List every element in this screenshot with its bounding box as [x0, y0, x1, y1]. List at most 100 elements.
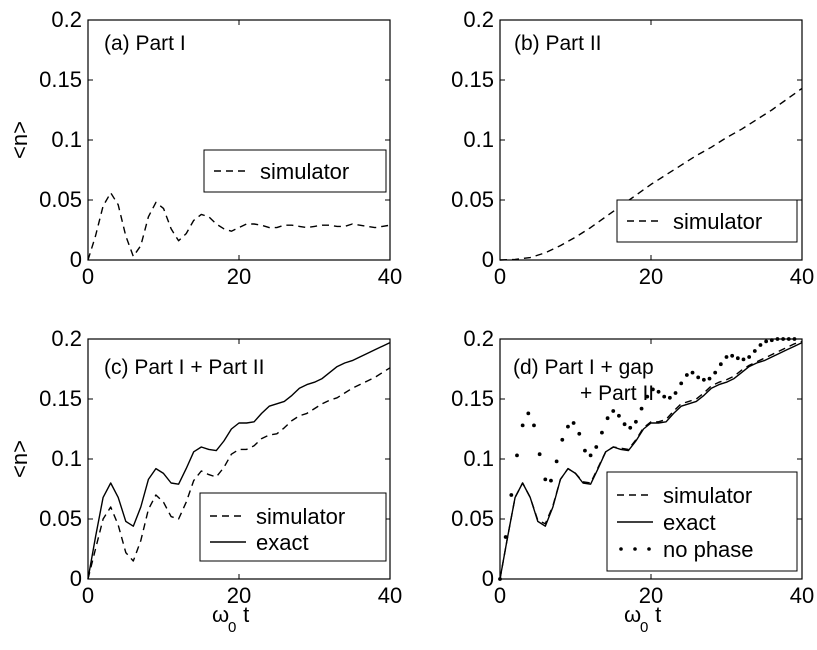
x-tick-label: 40 — [790, 264, 814, 289]
data-point — [600, 430, 604, 435]
data-point — [532, 423, 536, 428]
legend-label-exact: exact — [663, 510, 716, 535]
panel-title: (b) Part II — [514, 32, 602, 55]
x-axis-label-subscript: 0 — [640, 619, 648, 636]
data-point — [628, 425, 633, 430]
data-point — [560, 437, 565, 442]
x-axis-label-omega: ω — [212, 602, 229, 627]
x-tick-label: 0 — [494, 583, 506, 608]
y-tick-label: 0.2 — [463, 7, 494, 32]
data-point — [679, 381, 684, 386]
y-tick-label: 0 — [70, 247, 82, 272]
legend-label-simulator: simulator — [260, 159, 349, 184]
data-point — [549, 478, 553, 483]
x-tick-label: 40 — [378, 583, 402, 608]
x-axis-label-t: t — [237, 602, 249, 627]
x-tick-label: 20 — [639, 583, 663, 608]
data-point — [520, 423, 525, 428]
data-point — [611, 409, 616, 413]
legend-box — [199, 492, 387, 562]
data-point — [645, 394, 650, 399]
series-group — [499, 87, 803, 261]
legend-label-simulator: simulator — [673, 209, 762, 234]
y-ticks: 0 0.05 0.1 0.15 0.2 — [39, 7, 390, 272]
x-tick-label: 20 — [227, 583, 251, 608]
data-point — [656, 389, 661, 394]
data-point — [792, 337, 797, 341]
series-line-exact — [87, 341, 391, 580]
y-tick-label: 0.2 — [463, 326, 494, 351]
panel-b: (b) Part II 0 0.05 0.1 0.15 0.2 0 20 40 simula… — [451, 7, 814, 289]
legend: simulator exact no phase — [606, 471, 798, 572]
legend: simulator — [203, 149, 387, 193]
data-point — [583, 448, 587, 453]
data-point — [566, 424, 570, 429]
panel-c: (c) Part I + Part II 0 0.05 0.1 0.15 0.2 0 20… — [39, 326, 402, 608]
data-point — [690, 370, 695, 375]
legend-label-exact: exact — [256, 530, 309, 555]
data-point — [775, 337, 780, 341]
series-group — [87, 192, 391, 261]
x-tick-label: 0 — [82, 583, 94, 608]
data-point — [724, 355, 729, 359]
legend-label-no-phase: no phase — [663, 537, 754, 562]
data-point — [781, 337, 786, 341]
y-tick-label: 0.05 — [451, 187, 494, 212]
data-point — [673, 391, 678, 395]
data-point — [786, 337, 791, 341]
y-tick-label: 0.2 — [51, 7, 82, 32]
x-ticks: 0 20 40 — [494, 20, 814, 289]
data-point — [769, 338, 774, 343]
x-tick-label: 20 — [227, 264, 251, 289]
data-point — [509, 493, 514, 497]
panel-a: (a) Part I 0 0.05 0.1 0.15 0.2 0 20 40 simulat… — [39, 7, 402, 289]
series-line-simulator — [87, 192, 391, 261]
data-point — [730, 353, 735, 358]
series-line-simulator — [87, 367, 391, 580]
data-point — [571, 421, 576, 425]
legend: simulator — [616, 199, 798, 243]
data-point — [696, 375, 701, 380]
axes-frame — [87, 19, 391, 261]
data-point — [617, 413, 621, 418]
legend-swatch-dot — [619, 547, 623, 551]
panel-title: (c) Part I + Part II — [104, 356, 264, 379]
data-point — [503, 535, 508, 539]
y-tick-label: 0.15 — [451, 386, 494, 411]
y-tick-label: 0.15 — [451, 67, 494, 92]
x-axis-label-omega: ω — [624, 602, 641, 627]
panel-title-line2: + Part II — [580, 382, 654, 405]
data-point — [701, 377, 706, 382]
data-point — [684, 373, 689, 377]
x-axis-label-t: t — [649, 602, 661, 627]
x-ticks: 0 20 40 — [82, 339, 402, 608]
data-point — [747, 355, 752, 359]
data-point — [498, 577, 502, 581]
y-tick-label: 0 — [482, 566, 494, 591]
data-point — [650, 387, 655, 392]
y-tick-label: 0.1 — [463, 127, 494, 152]
data-point — [515, 453, 519, 458]
legend-box — [616, 199, 798, 243]
data-point — [594, 445, 599, 449]
series-no-phase — [498, 337, 797, 581]
data-point — [707, 376, 712, 381]
data-point — [622, 422, 627, 427]
data-point — [752, 349, 757, 353]
data-point — [543, 477, 548, 482]
data-point — [605, 416, 610, 421]
legend-swatch-no-phase — [619, 547, 651, 551]
y-tick-label: 0 — [482, 247, 494, 272]
y-tick-label: 0.05 — [39, 187, 82, 212]
y-tick-label: 0.05 — [39, 506, 82, 531]
data-point — [588, 453, 593, 458]
legend-swatch-dot — [647, 547, 651, 551]
data-point — [735, 356, 740, 361]
panel-title-line1: (d) Part I + gap — [513, 356, 654, 379]
data-point — [634, 419, 638, 424]
y-tick-label: 0.15 — [39, 67, 82, 92]
y-tick-label: 0.1 — [51, 127, 82, 152]
x-tick-label: 40 — [790, 583, 814, 608]
legend-box — [203, 149, 387, 193]
y-tick-label: 0.05 — [451, 506, 494, 531]
